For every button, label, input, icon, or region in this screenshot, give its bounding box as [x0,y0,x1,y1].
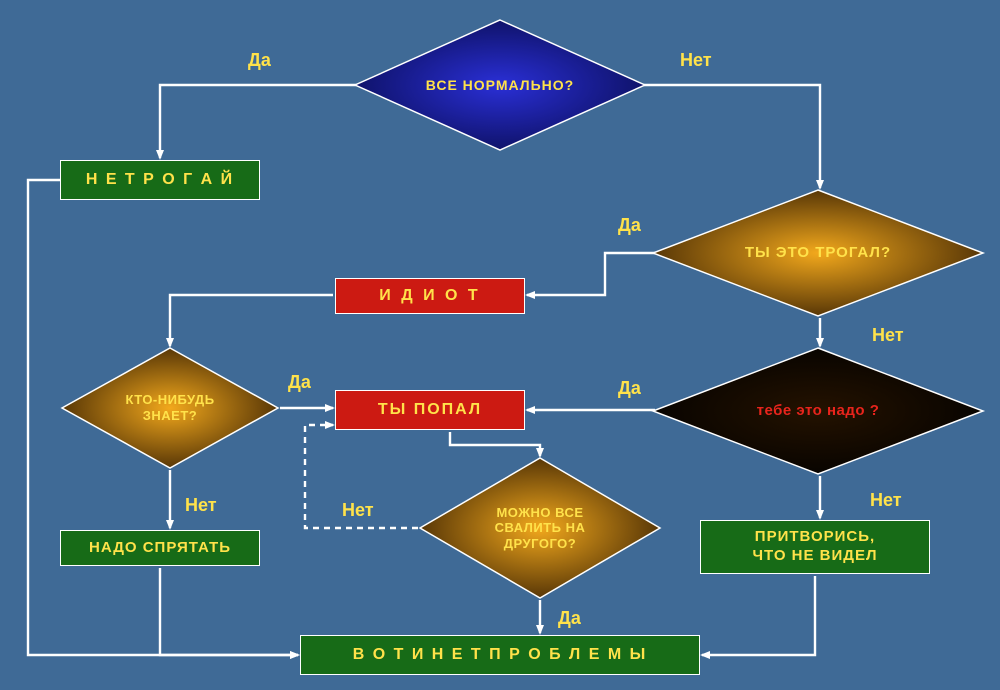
edge-ok-yes [160,85,358,158]
edge-blame-no [305,425,418,528]
node-q_ok-shape [355,20,645,150]
edge-layer [0,0,1000,690]
node-q_need-shape [653,348,983,474]
edge-touched-yes [527,253,655,295]
node-q_knows-shape [62,348,278,468]
edge-idiot-to-knows [170,295,333,346]
edge-trouble-to-blame [450,432,540,456]
edge-pretend-to-noproblem [702,576,815,655]
flowchart-canvas: ВСЕ НОРМАЛЬНО?Н Е Т Р О Г А ЙТЫ ЭТО ТРОГ… [0,0,1000,690]
edge-ok-no [642,85,820,188]
node-q_blame-shape [420,458,660,598]
edge-hide-to-noproblem [160,568,298,655]
node-q_touched-shape [653,190,983,316]
